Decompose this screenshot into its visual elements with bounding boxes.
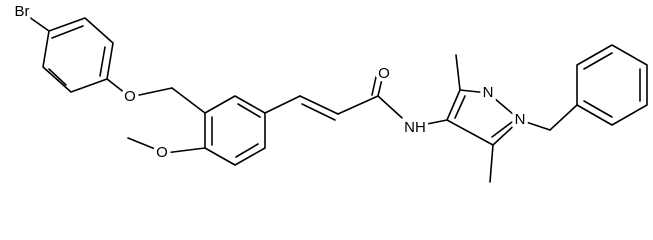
double-bond <box>583 52 613 70</box>
double-bond <box>583 100 613 118</box>
double-bond <box>235 143 259 158</box>
ring <box>576 44 648 126</box>
bond <box>411 119 448 128</box>
bond <box>127 137 166 154</box>
ring <box>42 17 114 93</box>
bond <box>489 144 494 183</box>
double-bond <box>237 103 261 118</box>
bond <box>299 95 339 115</box>
atom-label: O <box>156 144 168 161</box>
bond <box>377 95 413 128</box>
bond <box>337 95 379 115</box>
bond <box>519 119 551 131</box>
double-bond <box>371 76 377 96</box>
bond <box>106 78 131 98</box>
bonds <box>21 11 648 183</box>
atom-label: NH <box>404 119 426 136</box>
atom-labels: Br O O O NH N N <box>11 0 529 164</box>
bond <box>21 11 50 32</box>
bond <box>549 104 578 131</box>
bond <box>264 95 301 114</box>
double-bond <box>301 103 336 121</box>
bond <box>171 87 206 114</box>
ring <box>446 89 521 146</box>
bond <box>377 74 384 97</box>
molecule-diagram: Br O O O NH N N <box>11 0 648 183</box>
atom-label: N <box>515 111 526 128</box>
atom-label: O <box>378 65 390 82</box>
bond <box>164 147 206 154</box>
double-bond <box>51 25 84 39</box>
bond <box>455 54 461 91</box>
bond <box>129 87 173 98</box>
ring <box>204 95 266 166</box>
double-bond <box>48 68 67 86</box>
double-bond <box>491 121 513 138</box>
double-bond <box>454 95 466 119</box>
double-bond <box>99 46 106 77</box>
atom-label: N <box>483 84 494 101</box>
atom-label: Br <box>15 3 30 20</box>
atom-label: O <box>124 88 136 105</box>
